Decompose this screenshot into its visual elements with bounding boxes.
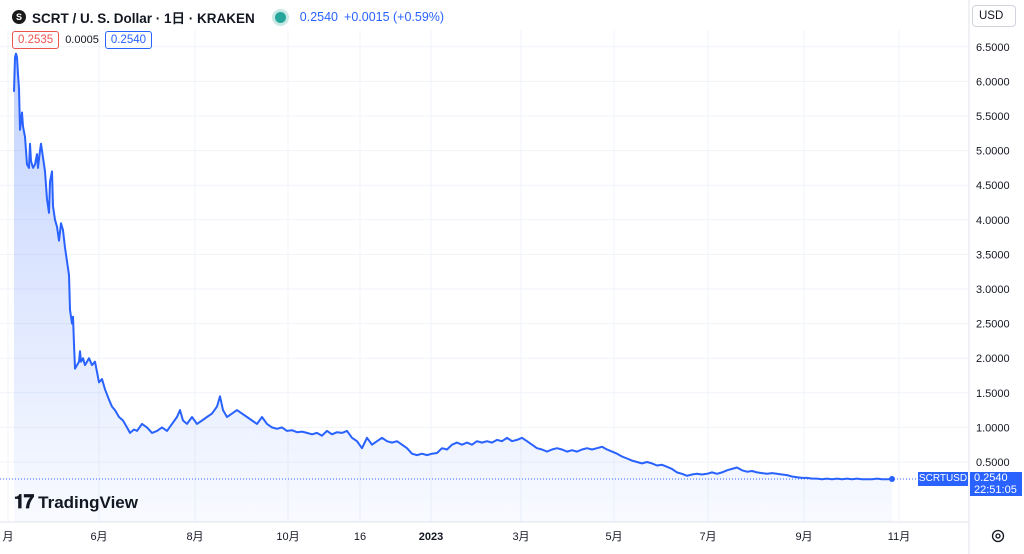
symbol-logo-icon: S	[12, 10, 26, 24]
x-tick-label: 7月	[699, 531, 716, 543]
symbol-title[interactable]: SCRT / U. S. Dollar · 1日 · KRAKEN	[32, 11, 255, 26]
y-tick-label: 5.5000	[976, 111, 1010, 123]
x-tick-label: 8月	[186, 531, 203, 543]
current-price-tag: 0.2540 22:51:05	[970, 472, 1022, 497]
current-price-value: 0.2540	[974, 472, 1008, 485]
y-tick-label: 5.0000	[976, 146, 1010, 158]
settings-gear-icon[interactable]	[988, 526, 1008, 546]
y-tick-label: 3.5000	[976, 249, 1010, 261]
y-tick-label: 6.5000	[976, 42, 1010, 54]
x-tick-label: 6月	[90, 531, 107, 543]
x-tick-label: 10月	[276, 531, 299, 543]
x-tick-label: 月	[3, 531, 14, 543]
tradingview-mark-icon: 𝟏𝟕	[14, 492, 34, 513]
y-tick-label: 1.5000	[976, 388, 1010, 400]
market-open-indicator-icon	[274, 11, 286, 23]
x-tick-label: 3月	[512, 531, 529, 543]
tradingview-logo[interactable]: 𝟏𝟕 TradingView	[14, 492, 138, 514]
x-tick-label: 16	[354, 531, 366, 543]
series-area-fill	[14, 53, 892, 522]
last-price: 0.2540	[299, 10, 339, 24]
price-change: +0.0015 (+0.59%)	[344, 10, 445, 24]
series-line	[13, 52, 893, 481]
symbol-price-label: SCRTUSD	[918, 472, 968, 487]
bar-countdown: 22:51:05	[974, 484, 1017, 497]
y-tick-label: 2.0000	[976, 353, 1010, 365]
sell-price-button[interactable]: 0.2535	[12, 31, 60, 49]
y-tick-label: 1.0000	[976, 422, 1010, 434]
y-tick-label: 2.5000	[976, 319, 1010, 331]
y-tick-label: 0.5000	[976, 457, 1010, 469]
y-tick-label: 4.0000	[976, 215, 1010, 227]
currency-selector[interactable]: USD	[972, 5, 1016, 27]
quote-row: 0.2535 0.0005 0.2540	[12, 31, 153, 49]
y-tick-label: 4.5000	[976, 180, 1010, 192]
x-tick-label: 5月	[605, 531, 622, 543]
last-point-marker	[889, 476, 895, 483]
x-tick-label: 11月	[888, 531, 910, 543]
chart-header: S SCRT / U. S. Dollar · 1日 · KRAKEN 0.25…	[12, 6, 444, 28]
y-tick-label: 3.0000	[976, 284, 1010, 296]
x-tick-label: 9月	[795, 531, 812, 543]
y-tick-label: 6.0000	[976, 76, 1010, 88]
x-tick-label: 2023	[419, 531, 443, 543]
tradingview-wordmark: TradingView	[38, 493, 138, 512]
buy-price-button[interactable]: 0.2540	[104, 31, 153, 49]
spread-value: 0.0005	[65, 34, 99, 46]
